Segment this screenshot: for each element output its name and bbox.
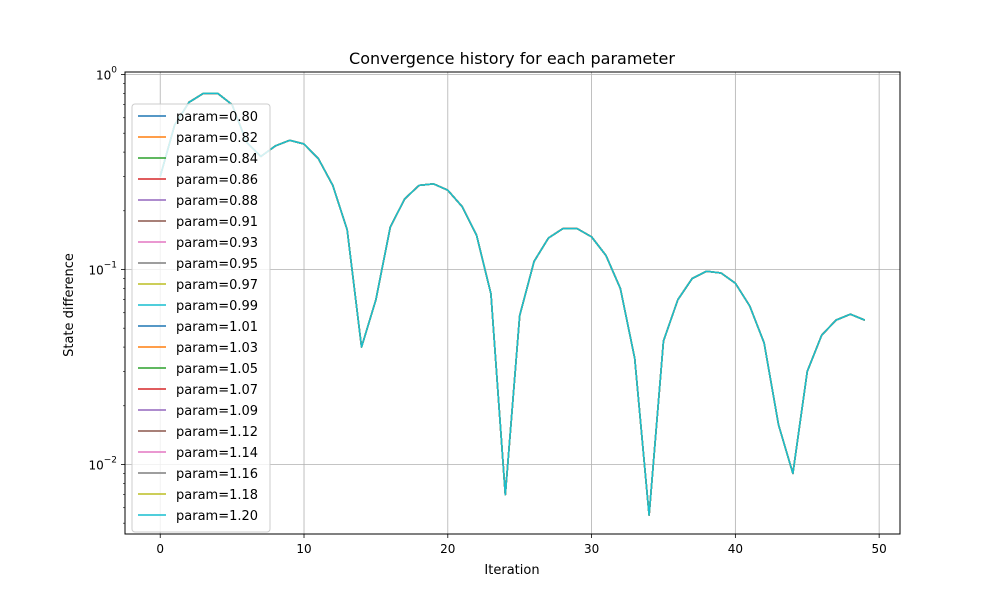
legend-label: param=1.09: [176, 404, 258, 419]
axis-ticks: 0 10 20 30 40 50 10−2 10−1 100: [88, 66, 886, 556]
series-line: [159, 92, 866, 516]
legend: param=0.80 param=0.82 param=0.84 param=0.86…: [131, 103, 271, 533]
plot-frame: [124, 71, 901, 535]
legend-label: param=1.16: [176, 467, 258, 482]
x-tick-label: 50: [872, 542, 887, 556]
legend-label: param=1.12: [176, 425, 258, 440]
y-axis-label: State difference: [62, 253, 77, 357]
y-tick-label: 10−2: [88, 455, 117, 472]
legend-label: param=0.82: [176, 131, 258, 146]
legend-label: param=1.14: [176, 446, 258, 461]
x-tick-label: 20: [440, 542, 455, 556]
legend-label: param=0.93: [176, 236, 258, 251]
x-tick-label: 10: [296, 542, 311, 556]
x-tick-label: 30: [584, 542, 599, 556]
legend-label: param=0.95: [176, 257, 258, 272]
y-tick-label: 100: [96, 66, 117, 83]
legend-label: param=1.20: [176, 509, 258, 524]
x-tick-label: 40: [728, 542, 743, 556]
legend-label: param=0.91: [176, 215, 258, 230]
y-tick-label: 10−1: [88, 260, 117, 277]
legend-label: param=1.07: [176, 383, 258, 398]
legend-label: param=0.86: [176, 173, 258, 188]
legend-label: param=1.05: [176, 362, 258, 377]
legend-box: [131, 103, 271, 533]
series-lines: [159, 92, 866, 516]
legend-label: param=0.99: [176, 299, 258, 314]
x-axis-label: Iteration: [484, 563, 539, 578]
legend-label: param=0.97: [176, 278, 258, 293]
x-tick-label: 0: [156, 542, 164, 556]
chart-title: Convergence history for each parameter: [349, 49, 675, 68]
legend-label: param=0.84: [176, 152, 258, 167]
legend-label: param=1.01: [176, 320, 258, 335]
legend-label: param=0.80: [176, 110, 258, 125]
legend-label: param=1.18: [176, 488, 258, 503]
legend-label: param=1.03: [176, 341, 258, 356]
legend-label: param=0.88: [176, 194, 258, 209]
